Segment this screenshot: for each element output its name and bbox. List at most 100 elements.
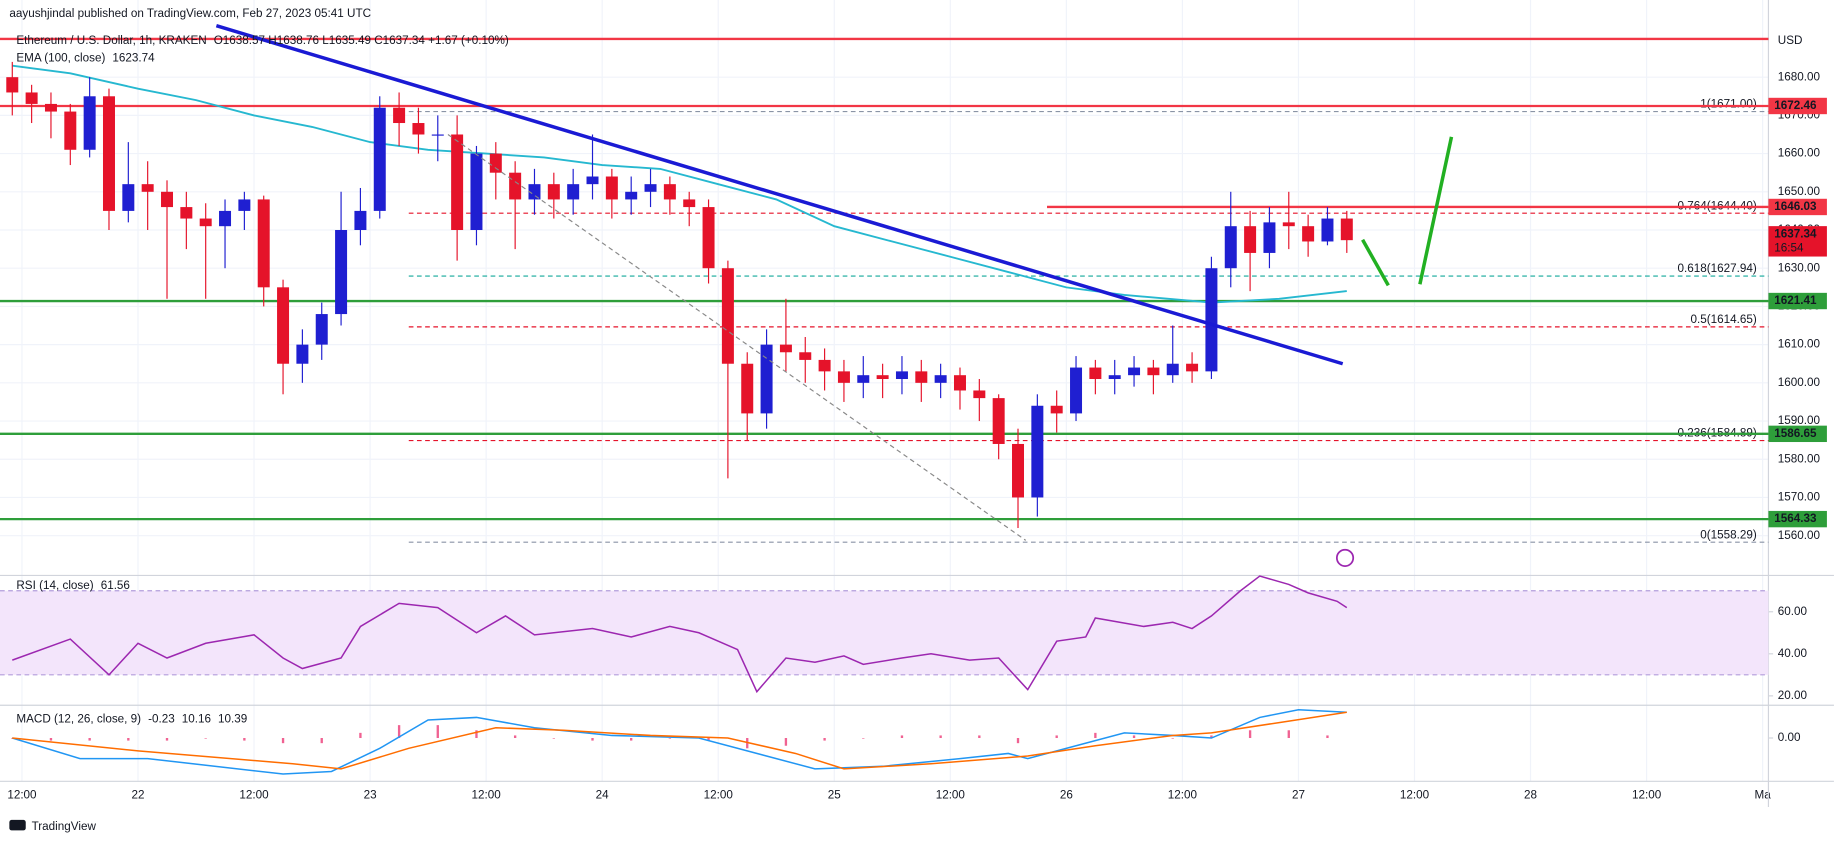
candle-body [1128, 367, 1141, 376]
candle-body [1147, 367, 1160, 376]
candle-body [663, 184, 676, 200]
macd-histogram-bar [823, 738, 826, 741]
candle-body [412, 123, 425, 135]
candle-body [934, 375, 947, 383]
candle-body [161, 191, 174, 208]
x-tick-label: 12:00 [1632, 788, 1662, 801]
macd-histogram-bar [49, 738, 53, 741]
macd-histogram-bar [127, 738, 130, 741]
candle-body [509, 172, 522, 200]
candle-body [799, 352, 812, 360]
candle-body [102, 96, 115, 211]
candle-body [644, 184, 657, 192]
macd-histogram-bar [862, 738, 865, 739]
candle-body [1012, 443, 1025, 498]
macd-histogram-bar [1287, 730, 1290, 739]
x-tick-label: 12:00 [7, 788, 37, 801]
candle-body [315, 314, 328, 345]
y-tick-label: 1600.00 [1778, 376, 1821, 389]
price-tag-label: 1621.41 [1774, 294, 1817, 307]
candle-body [1089, 367, 1102, 380]
macd-value: 10.16 [182, 712, 211, 725]
price-tag-label: 1646.03 [1774, 200, 1817, 213]
chart-title: Ethereum / U.S. Dollar, 1h, KRAKEN [16, 34, 206, 47]
candle-body [238, 199, 251, 211]
x-tick-label: 24 [596, 788, 610, 801]
signal-line [12, 711, 1347, 770]
candle-body [567, 184, 580, 200]
trend-line [215, 24, 1344, 366]
macd-tick-label: 0.00 [1778, 731, 1801, 744]
current-price-label: 1637.34 [1774, 227, 1817, 240]
candle-body [489, 153, 502, 173]
macd-histogram-bar [165, 738, 169, 741]
price-tag [1768, 292, 1827, 310]
candle-body [64, 111, 77, 150]
candle-body [1070, 367, 1083, 414]
projection-arrow [1418, 136, 1454, 285]
candle-body [528, 184, 541, 200]
x-tick-label: 12:00 [239, 788, 269, 801]
macd-histogram-bar [475, 730, 478, 739]
candle-body [1031, 405, 1044, 498]
candle-body [1166, 363, 1179, 376]
x-tick-label: Ma [1755, 788, 1772, 801]
ema-value: 1623.74 [112, 52, 155, 65]
y-tick-label: 1580.00 [1778, 452, 1821, 465]
rsi-legend: RSI (14, close) [16, 579, 93, 592]
fib-label: 0.764(1644.40) [1677, 199, 1756, 212]
signal-value: 10.39 [218, 712, 247, 725]
x-tick-label: 12:00 [704, 788, 734, 801]
x-tick-label: 12:00 [936, 788, 966, 801]
candle-body [335, 230, 348, 315]
candle-body [393, 107, 406, 124]
rsi-value: 61.56 [101, 579, 130, 592]
price-tag [1768, 510, 1827, 528]
x-tick-label: 22 [131, 788, 144, 801]
candle-body [741, 363, 754, 414]
macd-histogram-bar [513, 735, 517, 739]
macd-histogram-bar [939, 735, 942, 739]
candle-body [895, 371, 908, 380]
y-tick-label: 1630.00 [1778, 261, 1821, 274]
x-tick-label: 12:00 [1400, 788, 1430, 801]
macd-histogram-bar [1055, 735, 1058, 739]
x-tick-label: 23 [364, 788, 377, 801]
candle-body [1302, 226, 1315, 242]
candle-body [818, 359, 831, 372]
y-tick-label: 1570.00 [1778, 491, 1821, 504]
candle-body [1263, 222, 1276, 253]
macd-histogram-bar [1248, 730, 1252, 739]
price-tag-label: 1586.65 [1774, 427, 1817, 440]
candle-body [1205, 268, 1218, 372]
publisher-text: aayushjindal published on TradingView.co… [9, 7, 371, 20]
fib-label: 0.618(1627.94) [1677, 262, 1756, 275]
candle-body [779, 344, 792, 353]
macd-histogram-bar [397, 725, 401, 739]
candle-body [257, 199, 270, 288]
projection-arrow [1361, 238, 1390, 287]
rsi-tick-label: 20.00 [1778, 689, 1808, 702]
macd-histogram-bar [900, 735, 904, 739]
macd-histogram-bar [1171, 738, 1174, 739]
candle-body [625, 191, 638, 200]
candle-body [1244, 226, 1257, 253]
candle-body [451, 134, 464, 231]
rsi-tick-label: 40.00 [1778, 647, 1808, 660]
candle-body [180, 207, 193, 219]
candle-body [219, 210, 232, 227]
macd-histogram-bar [88, 738, 91, 741]
macd-line [12, 708, 1347, 775]
macd-histogram-bar [1094, 732, 1097, 739]
candle-body [547, 184, 560, 200]
y-tick-label: 1590.00 [1778, 414, 1821, 427]
rsi-line [12, 575, 1348, 694]
y-tick-label: 1560.00 [1778, 529, 1821, 542]
y-tick-label: 1650.00 [1778, 185, 1821, 198]
macd-histogram-bar [204, 738, 207, 739]
candle-body [25, 92, 38, 104]
macd-histogram-bar [1326, 735, 1329, 739]
brand-text: TradingView [32, 820, 97, 833]
candle-body [760, 344, 773, 414]
candle-body [199, 218, 212, 227]
